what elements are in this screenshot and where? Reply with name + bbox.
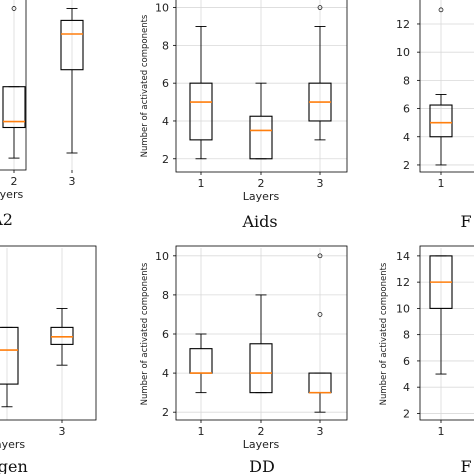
x-tick-label: 3 bbox=[317, 425, 324, 438]
y-tick-label: 14 bbox=[396, 250, 410, 263]
panel-1: 2 3 Layers A2 bbox=[0, 0, 84, 229]
y-tick-label: 2 bbox=[162, 153, 169, 166]
axes-frame bbox=[175, 245, 348, 421]
x-tick-label: 1 bbox=[438, 177, 445, 190]
y-tick-label: 10 bbox=[396, 302, 410, 315]
y-tick-label: 8 bbox=[403, 329, 410, 342]
y-tick-label: 6 bbox=[403, 103, 410, 116]
y-tick-label: 2 bbox=[403, 159, 410, 172]
y-tick-label: 10 bbox=[155, 2, 169, 15]
subplot-caption: DD bbox=[249, 457, 275, 474]
iqr-box bbox=[249, 115, 273, 160]
subplot-caption: agen bbox=[0, 457, 28, 474]
axes-frame bbox=[419, 0, 474, 173]
iqr-box bbox=[50, 326, 74, 345]
box-1 bbox=[429, 7, 453, 166]
x-axis-label: Layers bbox=[0, 188, 23, 201]
box-3 bbox=[308, 253, 332, 413]
x-tick-label: 2 bbox=[258, 425, 265, 438]
outlier-point bbox=[317, 312, 323, 317]
x-tick-label: 2 bbox=[11, 175, 18, 188]
subplot-caption: F bbox=[460, 457, 471, 474]
x-tick-label: 3 bbox=[59, 425, 66, 438]
x-tick-label: 1 bbox=[198, 425, 205, 438]
iqr-box bbox=[2, 86, 26, 129]
axes-frame bbox=[175, 0, 348, 173]
x-tick-label: 1 bbox=[438, 425, 445, 438]
box-1 bbox=[189, 333, 213, 394]
box-2 bbox=[2, 6, 26, 159]
box-2 bbox=[0, 326, 19, 408]
iqr-box bbox=[249, 343, 273, 394]
y-tick-label: 4 bbox=[162, 115, 169, 128]
y-tick-label: 4 bbox=[403, 381, 410, 394]
iqr-box bbox=[189, 82, 213, 141]
outlier-point bbox=[317, 253, 323, 259]
y-tick-label: 8 bbox=[162, 39, 169, 52]
box-3 bbox=[50, 308, 74, 366]
y-tick-label: 12 bbox=[396, 276, 410, 289]
x-tick-label: 1 bbox=[198, 177, 205, 190]
axes-frame bbox=[0, 0, 27, 171]
x-tick-label: 3 bbox=[317, 177, 324, 190]
y-tick-label: 2 bbox=[162, 406, 169, 419]
panel-6: 2 4 6 8 10 12 14 1 Number of activated component… bbox=[379, 245, 474, 474]
y-tick-label: 8 bbox=[403, 74, 410, 87]
panel-3: 2 4 6 8 10 12 1 F bbox=[396, 0, 474, 231]
panel-4: 3 ayers agen bbox=[0, 245, 97, 474]
y-tick-label: 6 bbox=[162, 328, 169, 341]
box-2 bbox=[249, 294, 273, 394]
y-axis-label: Number of activated components bbox=[140, 14, 150, 157]
axes-frame bbox=[0, 245, 97, 421]
axes-frame bbox=[419, 245, 474, 421]
subplot-caption: F bbox=[460, 212, 471, 231]
y-tick-label: 10 bbox=[155, 250, 169, 263]
y-tick-label: 2 bbox=[403, 407, 410, 420]
box-3 bbox=[60, 8, 84, 154]
y-axis-label: Number of activated components bbox=[379, 262, 389, 405]
x-axis-label: ayers bbox=[0, 438, 25, 451]
y-tick-label: 4 bbox=[162, 367, 169, 380]
subplot-caption: A2 bbox=[0, 210, 13, 229]
x-tick-label: 2 bbox=[258, 177, 265, 190]
y-tick-label: 6 bbox=[403, 355, 410, 368]
outlier-point bbox=[438, 7, 444, 13]
y-tick-label: 10 bbox=[396, 46, 410, 59]
y-tick-label: 6 bbox=[162, 77, 169, 90]
y-tick-label: 12 bbox=[396, 18, 410, 31]
y-tick-label: 4 bbox=[403, 131, 410, 144]
box-2 bbox=[249, 82, 273, 160]
x-tick-label: 3 bbox=[69, 175, 76, 188]
box-1 bbox=[189, 26, 213, 160]
iqr-box bbox=[0, 326, 19, 385]
outlier-point bbox=[317, 5, 323, 10]
iqr-box bbox=[60, 19, 84, 71]
y-axis-label: Number of activated components bbox=[140, 262, 150, 405]
y-tick-label: 8 bbox=[162, 289, 169, 302]
x-axis-label: Layers bbox=[243, 438, 280, 451]
x-axis-label: Layers bbox=[243, 190, 280, 203]
box-3 bbox=[308, 5, 332, 141]
iqr-box bbox=[429, 104, 453, 138]
outlier-point bbox=[11, 6, 17, 11]
box-1 bbox=[429, 255, 453, 375]
subplot-caption: Aids bbox=[241, 212, 277, 231]
